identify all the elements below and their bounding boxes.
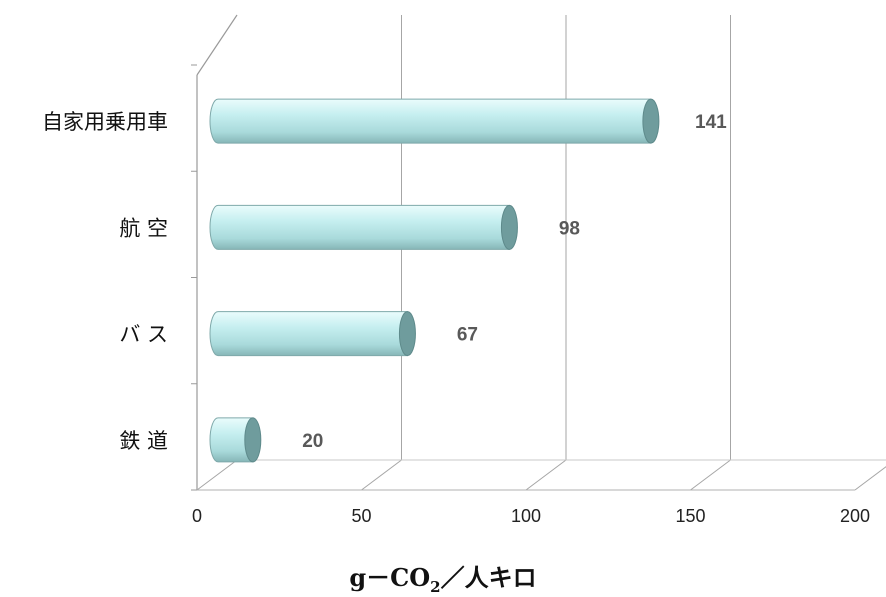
x-tick-label: 150 xyxy=(675,506,705,526)
data-label: 98 xyxy=(559,218,580,239)
x-tick-label: 100 xyxy=(511,506,541,526)
bar-body xyxy=(209,98,652,144)
category-label: バ ス xyxy=(119,323,168,347)
x-axis-title: g－CO2／人キロ xyxy=(0,558,886,596)
labels-layer: 0 50 100 150 200 自家用乗用車 141 航 空 98 バ ス 67 鉄 道 20 xyxy=(42,110,870,526)
x-tick-label: 0 xyxy=(192,506,202,526)
bar-2 xyxy=(209,204,518,250)
bar-4 xyxy=(209,417,262,463)
data-label: 20 xyxy=(302,431,323,452)
data-label: 141 xyxy=(695,112,727,133)
bar-end-cap xyxy=(642,98,660,144)
bar-end-cap xyxy=(398,311,416,357)
x-axis-title-prefix: g－CO xyxy=(349,563,431,592)
floor-gridline xyxy=(361,459,402,491)
y-axis-depth-line xyxy=(196,14,238,76)
category-label: 鉄 道 xyxy=(119,429,168,453)
category-label: 自家用乗用車 xyxy=(42,110,168,134)
bar-end-cap xyxy=(500,204,518,250)
x-tick-label: 200 xyxy=(840,506,870,526)
category-label: 航 空 xyxy=(119,216,168,240)
floor-gridline xyxy=(854,466,886,491)
bar-3 xyxy=(209,311,416,357)
x-axis-title-suffix: ／人キロ xyxy=(440,563,537,592)
bar-1 xyxy=(209,98,660,144)
data-label: 67 xyxy=(457,325,478,346)
floor-gridline xyxy=(196,459,238,491)
floor-gridline xyxy=(690,459,731,491)
bar-body xyxy=(209,311,408,357)
bar-body xyxy=(209,417,254,463)
grid-layer xyxy=(191,14,886,491)
bars-layer xyxy=(209,98,660,463)
bar-body xyxy=(209,204,510,250)
floor-gridline xyxy=(525,459,567,491)
x-axis-title-subscript: 2 xyxy=(430,577,441,596)
bar-end-cap xyxy=(244,417,262,463)
x-tick-label: 50 xyxy=(351,506,371,526)
